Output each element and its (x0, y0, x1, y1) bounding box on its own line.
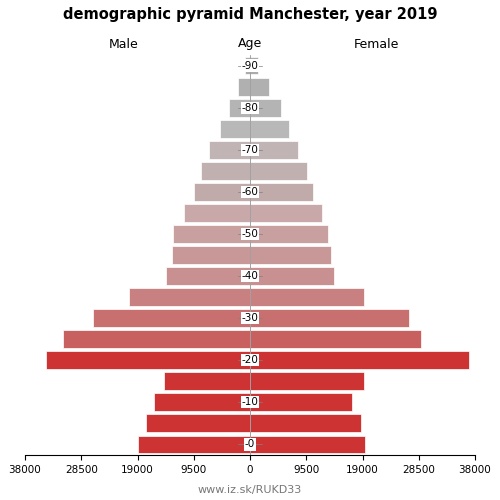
Bar (250, 267, 334, 285)
Text: -0: -0 (245, 440, 255, 450)
Bar (184, 204, 250, 222)
Text: -60: -60 (242, 187, 258, 197)
Bar (250, 56, 258, 74)
Bar (250, 288, 364, 306)
Bar (154, 394, 250, 411)
Bar (250, 414, 362, 432)
Text: -70: -70 (242, 144, 258, 154)
Bar (250, 141, 298, 158)
Bar (250, 352, 469, 369)
Bar (93, 309, 250, 327)
Bar (220, 120, 250, 138)
Bar (244, 56, 250, 74)
Bar (194, 183, 250, 201)
Text: -80: -80 (242, 102, 258, 113)
Bar (202, 162, 250, 180)
Text: -50: -50 (242, 229, 258, 239)
Text: -10: -10 (242, 398, 258, 407)
Bar (250, 204, 322, 222)
Text: Age: Age (238, 38, 262, 51)
Bar (172, 246, 250, 264)
Bar (250, 183, 313, 201)
Bar (138, 436, 250, 454)
Bar (250, 162, 307, 180)
Bar (146, 414, 250, 432)
Text: www.iz.sk/RUKD33: www.iz.sk/RUKD33 (198, 485, 302, 495)
Bar (228, 98, 250, 116)
Bar (128, 288, 250, 306)
Text: -90: -90 (242, 60, 258, 70)
Bar (173, 225, 250, 243)
Bar (208, 141, 250, 158)
Bar (250, 394, 352, 411)
Text: -30: -30 (242, 313, 258, 323)
Bar (250, 225, 328, 243)
Bar (250, 330, 420, 348)
Bar (166, 267, 250, 285)
Bar (250, 436, 366, 454)
Text: demographic pyramid Manchester, year 2019: demographic pyramid Manchester, year 201… (63, 8, 437, 22)
Bar (164, 372, 250, 390)
Text: Male: Male (109, 38, 139, 51)
Bar (250, 309, 408, 327)
Bar (250, 78, 269, 96)
Bar (46, 352, 250, 369)
Text: Female: Female (354, 38, 399, 51)
Text: -20: -20 (242, 356, 258, 366)
Bar (250, 372, 364, 390)
Text: -40: -40 (242, 271, 258, 281)
Bar (238, 78, 250, 96)
Bar (250, 246, 330, 264)
Bar (64, 330, 250, 348)
Bar (250, 98, 281, 116)
Bar (250, 120, 289, 138)
